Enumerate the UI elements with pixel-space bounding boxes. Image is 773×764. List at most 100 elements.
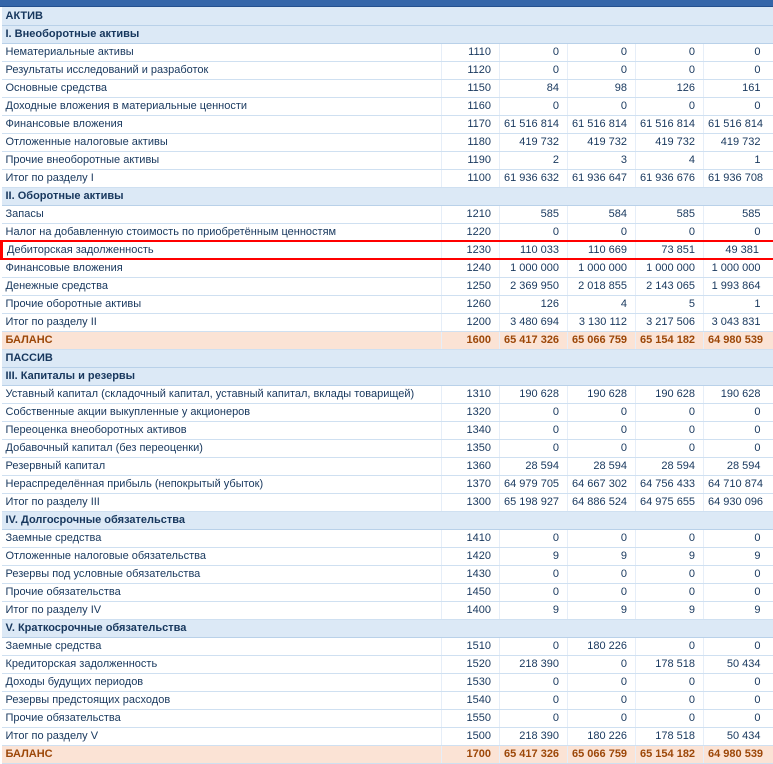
- row-code: 1120: [442, 61, 500, 79]
- row-value: 0: [636, 529, 704, 547]
- row-value: 9: [500, 547, 568, 565]
- row-value: 0: [568, 97, 636, 115]
- row-value: 0: [704, 709, 773, 727]
- table-row[interactable]: Налог на добавленную стоимость по приобр…: [2, 223, 773, 241]
- row-value: 2 143 065: [636, 277, 704, 295]
- row-code: 1510: [442, 637, 500, 655]
- row-value: 1 000 000: [636, 259, 704, 277]
- table-row[interactable]: Нераспределённая прибыль (непокрытый убы…: [2, 475, 773, 493]
- row-value: 419 732: [636, 133, 704, 151]
- row-code: 1300: [442, 493, 500, 511]
- row-value: 0: [704, 403, 773, 421]
- section-label: V. Краткосрочные обязательства: [2, 619, 773, 637]
- row-value: 0: [568, 43, 636, 61]
- row-code: 1430: [442, 565, 500, 583]
- section-row: АКТИВ: [2, 7, 773, 25]
- row-value: 64 979 705: [500, 475, 568, 493]
- row-value: 585: [636, 205, 704, 223]
- row-label: Резервы предстоящих расходов: [2, 691, 442, 709]
- row-label: Доходные вложения в материальные ценност…: [2, 97, 442, 115]
- row-label: Результаты исследований и разработок: [2, 61, 442, 79]
- row-label: Прочие обязательства: [2, 709, 442, 727]
- row-value: 0: [568, 673, 636, 691]
- section-row: ПАССИВ: [2, 349, 773, 367]
- row-label: Нераспределённая прибыль (непокрытый убы…: [2, 475, 442, 493]
- row-label: Запасы: [2, 205, 442, 223]
- row-value: 1 000 000: [704, 259, 773, 277]
- row-code: 1240: [442, 259, 500, 277]
- row-value: 65 066 759: [568, 745, 636, 763]
- row-value: 84: [500, 79, 568, 97]
- row-code: 1420: [442, 547, 500, 565]
- row-value: 0: [704, 673, 773, 691]
- row-value: 28 594: [636, 457, 704, 475]
- row-value: 49 381: [704, 241, 773, 259]
- row-value: 0: [500, 565, 568, 583]
- row-value: 4: [568, 295, 636, 313]
- row-value: 218 390: [500, 727, 568, 745]
- table-row[interactable]: Доходные вложения в материальные ценност…: [2, 97, 773, 115]
- row-value: 0: [500, 673, 568, 691]
- row-value: 61 936 632: [500, 169, 568, 187]
- row-value: 2: [500, 151, 568, 169]
- row-value: 419 732: [500, 133, 568, 151]
- row-value: 0: [500, 583, 568, 601]
- row-value: 0: [704, 223, 773, 241]
- row-value: 180 226: [568, 727, 636, 745]
- table-row[interactable]: Собственные акции выкупленные у акционер…: [2, 403, 773, 421]
- row-value: 61 516 814: [500, 115, 568, 133]
- row-value: 50 434: [704, 655, 773, 673]
- row-value: 0: [636, 421, 704, 439]
- table-row[interactable]: Уставный капитал (складочный капитал, ус…: [2, 385, 773, 403]
- row-label: Прочие внеоборотные активы: [2, 151, 442, 169]
- row-code: 1520: [442, 655, 500, 673]
- row-value: 9: [568, 601, 636, 619]
- row-value: 65 066 759: [568, 331, 636, 349]
- row-value: 0: [704, 61, 773, 79]
- row-value: 0: [636, 691, 704, 709]
- row-value: 0: [500, 421, 568, 439]
- row-code: 1150: [442, 79, 500, 97]
- row-label: Финансовые вложения: [2, 259, 442, 277]
- row-value: 5: [636, 295, 704, 313]
- row-value: 419 732: [704, 133, 773, 151]
- row-label: Доходы будущих периодов: [2, 673, 442, 691]
- row-value: 110 669: [568, 241, 636, 259]
- row-label: Денежные средства: [2, 277, 442, 295]
- row-value: 61 516 814: [568, 115, 636, 133]
- row-value: 9: [636, 601, 704, 619]
- row-label: Нематериальные активы: [2, 43, 442, 61]
- row-value: 9: [704, 547, 773, 565]
- row-value: 0: [500, 43, 568, 61]
